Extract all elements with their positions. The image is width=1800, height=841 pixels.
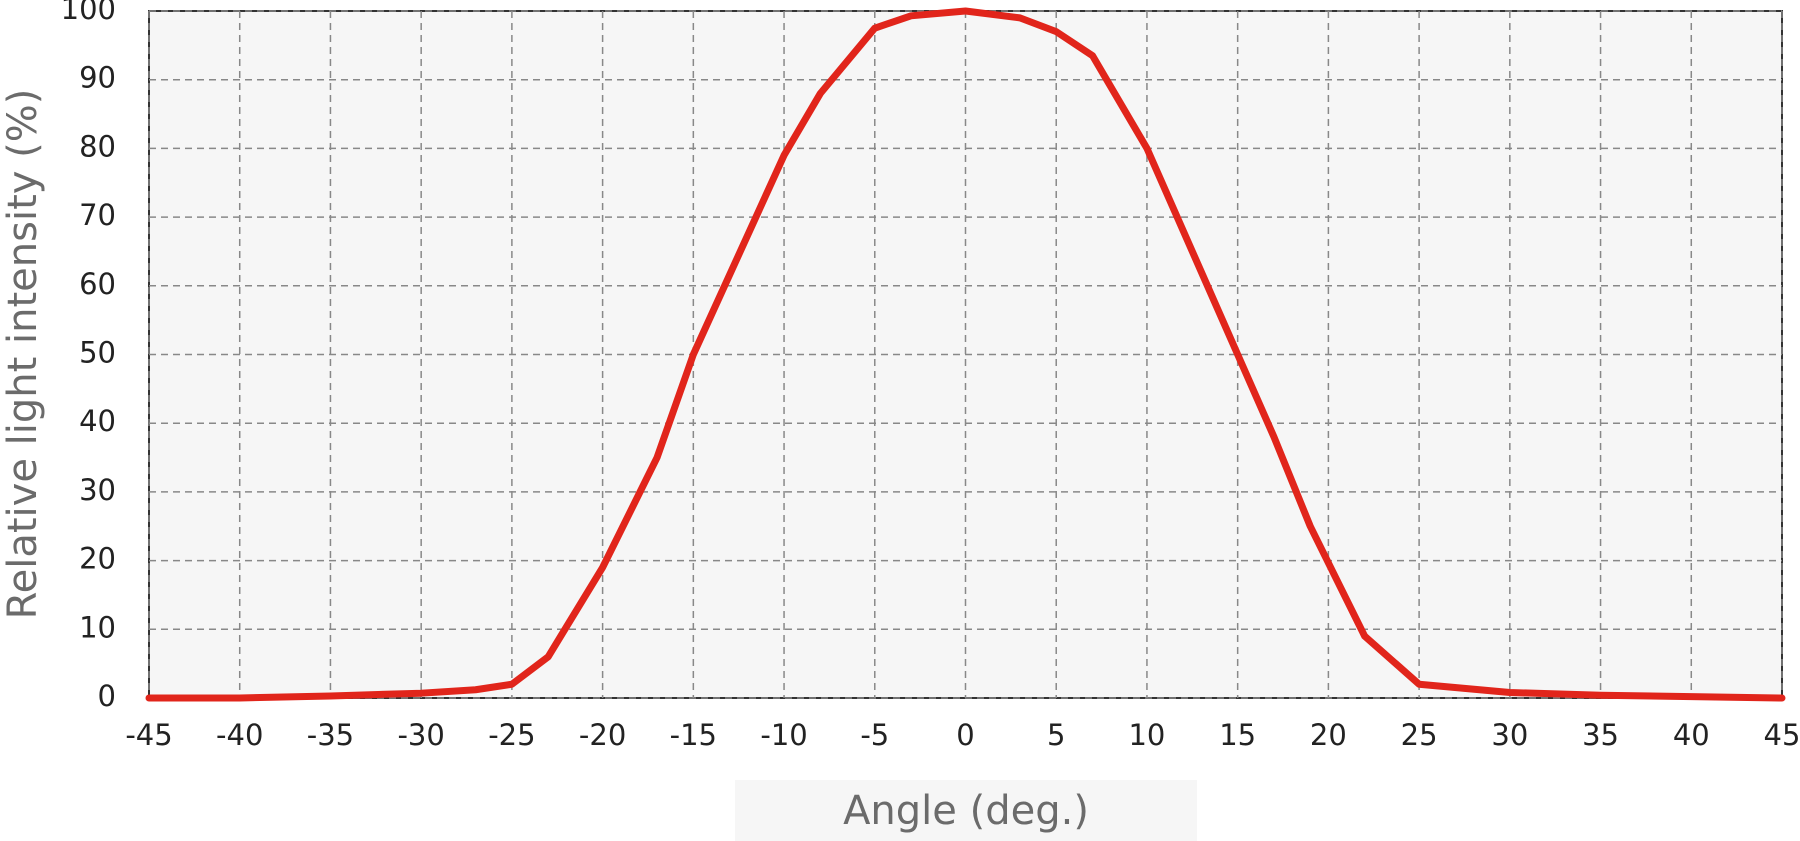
- x-tick-label: 25: [1401, 718, 1438, 752]
- y-tick-label: 40: [79, 404, 116, 438]
- x-tick-label: -10: [760, 718, 807, 752]
- y-tick-label: 80: [79, 129, 116, 163]
- x-tick-label: -20: [579, 718, 626, 752]
- x-tick-label: 5: [1047, 718, 1065, 752]
- x-tick-label: 35: [1582, 718, 1619, 752]
- y-tick-label: 100: [61, 0, 116, 26]
- y-tick-label: 50: [79, 336, 116, 370]
- y-tick-label: 70: [79, 198, 116, 232]
- x-tick-label: 45: [1764, 718, 1800, 752]
- x-tick-label: 0: [956, 718, 974, 752]
- x-tick-label: -35: [307, 718, 354, 752]
- x-tick-label: -30: [397, 718, 444, 752]
- y-tick-label: 30: [79, 473, 116, 507]
- y-tick-label: 90: [79, 61, 116, 95]
- x-axis-label: Angle (deg.): [843, 788, 1089, 834]
- x-tick-label: 30: [1491, 718, 1528, 752]
- x-tick-label: -45: [125, 718, 172, 752]
- marks: [145, 7, 1786, 702]
- y-tick-label: 60: [79, 267, 116, 301]
- y-tick-label: 10: [79, 610, 116, 644]
- x-tick-label: -25: [488, 718, 535, 752]
- x-tick-label: 40: [1673, 718, 1710, 752]
- y-axis-label: Relative light intensity (%): [0, 89, 46, 620]
- y-tick-label: 20: [79, 542, 116, 576]
- x-tick-label: -40: [216, 718, 263, 752]
- grid: [148, 10, 1783, 699]
- x-tick-label: -15: [670, 718, 717, 752]
- x-tick-label: 10: [1128, 718, 1165, 752]
- x-tick-label: 15: [1219, 718, 1256, 752]
- y-tick-label: 0: [98, 679, 116, 713]
- data-line: [145, 7, 1786, 702]
- x-tick-label: -5: [860, 718, 889, 752]
- x-label-box: [735, 780, 1197, 841]
- x-tick-label: 20: [1310, 718, 1347, 752]
